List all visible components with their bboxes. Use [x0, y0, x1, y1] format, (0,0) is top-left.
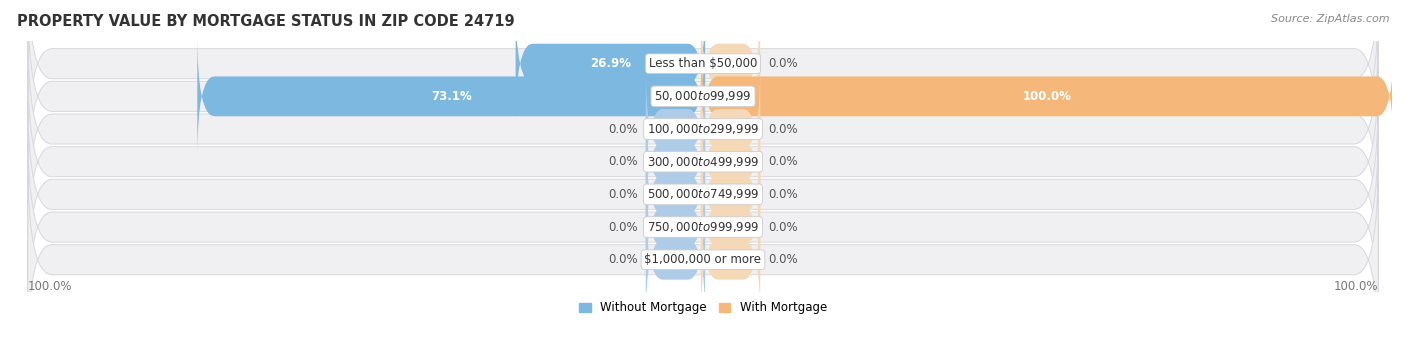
Text: 0.0%: 0.0% [607, 253, 637, 266]
FancyBboxPatch shape [28, 30, 1378, 228]
FancyBboxPatch shape [702, 100, 761, 223]
FancyBboxPatch shape [28, 0, 1378, 196]
FancyBboxPatch shape [28, 62, 1378, 261]
FancyBboxPatch shape [645, 133, 704, 256]
Text: 0.0%: 0.0% [607, 221, 637, 234]
FancyBboxPatch shape [702, 35, 1393, 158]
Text: $500,000 to $749,999: $500,000 to $749,999 [647, 187, 759, 201]
FancyBboxPatch shape [645, 165, 704, 289]
Text: $1,000,000 or more: $1,000,000 or more [644, 253, 762, 266]
Text: PROPERTY VALUE BY MORTGAGE STATUS IN ZIP CODE 24719: PROPERTY VALUE BY MORTGAGE STATUS IN ZIP… [17, 14, 515, 29]
Text: 0.0%: 0.0% [769, 122, 799, 136]
Text: 0.0%: 0.0% [607, 122, 637, 136]
FancyBboxPatch shape [645, 198, 704, 322]
Text: 100.0%: 100.0% [1024, 90, 1071, 103]
Text: 0.0%: 0.0% [769, 188, 799, 201]
FancyBboxPatch shape [702, 165, 761, 289]
Text: Source: ZipAtlas.com: Source: ZipAtlas.com [1271, 14, 1389, 23]
Text: 26.9%: 26.9% [591, 57, 631, 70]
Text: 0.0%: 0.0% [769, 221, 799, 234]
Text: $100,000 to $299,999: $100,000 to $299,999 [647, 122, 759, 136]
Text: 73.1%: 73.1% [430, 90, 471, 103]
FancyBboxPatch shape [645, 67, 704, 191]
Text: 0.0%: 0.0% [607, 188, 637, 201]
Text: 0.0%: 0.0% [607, 155, 637, 168]
FancyBboxPatch shape [702, 198, 761, 322]
Text: 0.0%: 0.0% [769, 57, 799, 70]
FancyBboxPatch shape [28, 128, 1378, 326]
FancyBboxPatch shape [702, 133, 761, 256]
Text: $300,000 to $499,999: $300,000 to $499,999 [647, 155, 759, 169]
FancyBboxPatch shape [28, 0, 1378, 163]
Text: 0.0%: 0.0% [769, 253, 799, 266]
FancyBboxPatch shape [197, 35, 704, 158]
Text: 0.0%: 0.0% [769, 155, 799, 168]
FancyBboxPatch shape [702, 67, 761, 191]
FancyBboxPatch shape [28, 160, 1378, 340]
Text: $50,000 to $99,999: $50,000 to $99,999 [654, 89, 752, 103]
Text: 100.0%: 100.0% [28, 280, 72, 293]
FancyBboxPatch shape [645, 100, 704, 223]
Legend: Without Mortgage, With Mortgage: Without Mortgage, With Mortgage [574, 297, 832, 319]
Text: 100.0%: 100.0% [1334, 280, 1378, 293]
FancyBboxPatch shape [516, 2, 704, 125]
Text: $750,000 to $999,999: $750,000 to $999,999 [647, 220, 759, 234]
Text: Less than $50,000: Less than $50,000 [648, 57, 758, 70]
FancyBboxPatch shape [702, 2, 761, 125]
FancyBboxPatch shape [28, 95, 1378, 294]
